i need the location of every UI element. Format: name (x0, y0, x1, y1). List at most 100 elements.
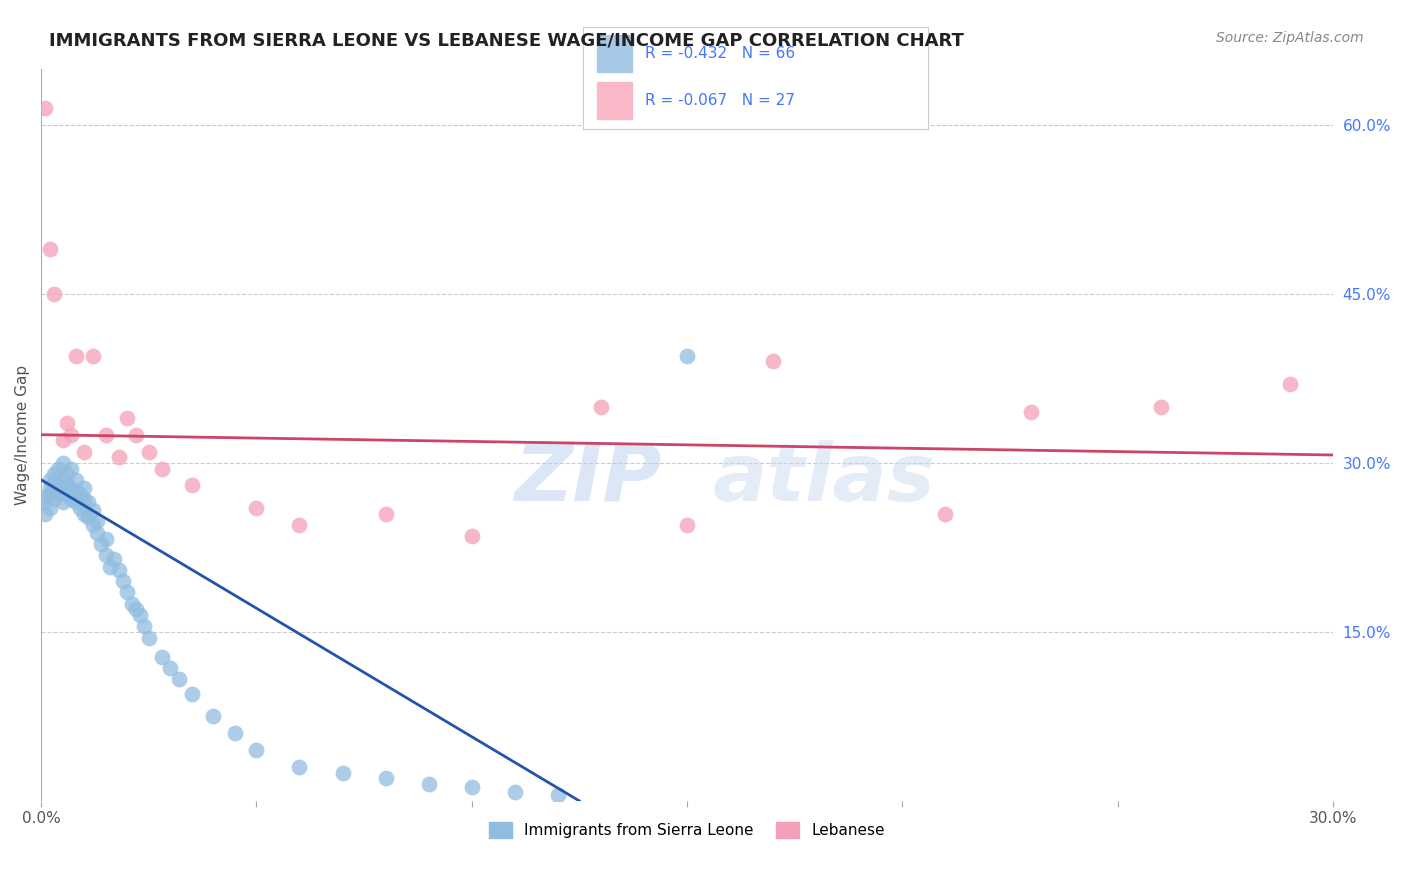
Point (676, 517, 699, 532)
Point (77, 510, 100, 524)
Point (288, 760, 311, 774)
Point (56, 467, 79, 482)
Text: Source: ZipAtlas.com: Source: ZipAtlas.com (1216, 31, 1364, 45)
Point (374, 507, 396, 521)
Point (34, 490, 56, 504)
Legend: Immigrants from Sierra Leone, Lebanese: Immigrants from Sierra Leone, Lebanese (482, 816, 891, 845)
Point (167, 672, 190, 686)
Point (134, 619, 156, 633)
Point (52, 434, 75, 448)
Point (547, 789, 569, 803)
Point (762, 354, 785, 368)
Point (676, 349, 699, 363)
Point (111, 574, 134, 589)
Point (86, 525, 108, 540)
Point (460, 780, 482, 795)
Point (202, 709, 225, 723)
Point (34, 101, 56, 115)
Point (42, 491, 65, 506)
Point (98, 559, 121, 574)
Point (34, 495, 56, 509)
Y-axis label: Wage/Income Gap: Wage/Income Gap (15, 365, 30, 505)
Point (418, 777, 440, 791)
Point (90, 537, 112, 551)
Point (56, 417, 79, 431)
Point (60, 481, 83, 495)
Point (60, 491, 83, 506)
Point (52, 495, 75, 509)
Point (94, 533, 117, 547)
Point (46, 461, 69, 475)
Text: ZIP: ZIP (513, 440, 661, 517)
Point (73, 507, 96, 521)
Bar (598, 35, 631, 72)
Bar (598, 82, 631, 119)
Point (34, 507, 56, 521)
Point (69, 500, 91, 515)
Point (60, 461, 83, 475)
Point (56, 478, 79, 492)
Point (56, 487, 79, 501)
Point (38, 242, 60, 256)
Point (125, 602, 148, 616)
Point (1149, 400, 1171, 414)
Point (180, 687, 202, 701)
Point (73, 444, 96, 458)
Point (52, 473, 75, 487)
Point (42, 483, 65, 498)
Point (38, 500, 60, 515)
Point (374, 772, 396, 786)
Point (38, 481, 60, 495)
Point (46, 486, 69, 500)
Point (65, 483, 87, 498)
Point (138, 631, 160, 645)
Point (107, 450, 129, 465)
Point (503, 785, 526, 799)
Point (86, 515, 108, 529)
Point (94, 548, 117, 562)
Point (115, 410, 138, 425)
Point (1021, 405, 1043, 419)
Text: atlas: atlas (713, 440, 935, 517)
Text: IMMIGRANTS FROM SIERRA LEONE VS LEBANESE WAGE/INCOME GAP CORRELATION CHART: IMMIGRANTS FROM SIERRA LEONE VS LEBANESE… (49, 31, 965, 49)
Point (65, 349, 87, 363)
Point (934, 507, 956, 521)
Point (69, 487, 91, 501)
Point (150, 461, 173, 475)
Point (65, 495, 87, 509)
Point (60, 427, 83, 442)
Point (121, 597, 143, 611)
Text: R = -0.067   N = 27: R = -0.067 N = 27 (645, 93, 796, 108)
Point (73, 491, 96, 506)
Point (82, 349, 104, 363)
Point (245, 500, 267, 515)
Point (52, 456, 75, 470)
Point (73, 481, 96, 495)
Point (77, 495, 100, 509)
Point (125, 427, 148, 442)
Point (38, 487, 60, 501)
Point (332, 765, 354, 780)
Point (1278, 376, 1301, 391)
Point (42, 476, 65, 491)
Point (460, 529, 482, 543)
Point (159, 661, 181, 675)
Point (65, 473, 87, 487)
Point (180, 478, 202, 492)
Point (82, 503, 104, 517)
Point (103, 551, 125, 566)
Point (224, 726, 246, 740)
Point (52, 481, 75, 495)
Point (138, 444, 160, 458)
Point (288, 517, 311, 532)
Point (42, 286, 65, 301)
Point (46, 478, 69, 492)
Point (150, 649, 173, 664)
Point (129, 607, 152, 622)
Point (115, 585, 138, 599)
Point (82, 517, 104, 532)
Point (94, 427, 117, 442)
Text: R = -0.432   N = 66: R = -0.432 N = 66 (645, 45, 796, 61)
Point (589, 400, 612, 414)
Point (38, 473, 60, 487)
